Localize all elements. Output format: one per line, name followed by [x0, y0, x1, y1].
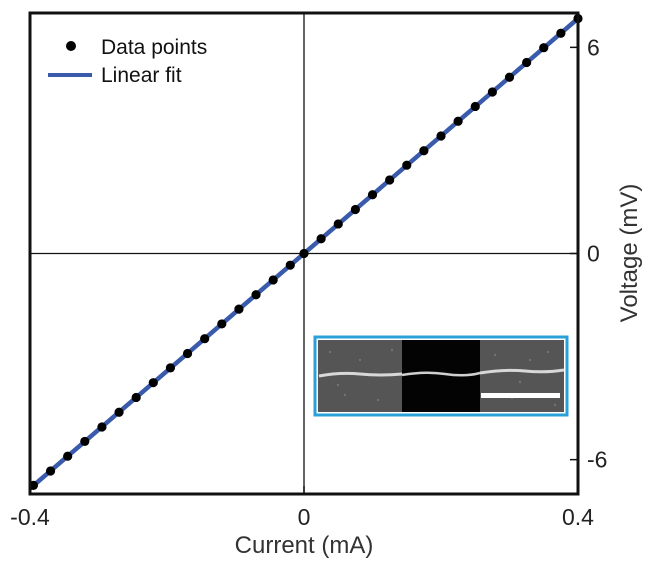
y-axis-ticks: 6 0 -6 — [570, 34, 607, 473]
legend: Data points Linear fit — [48, 36, 207, 87]
x-axis-label: Current (mA) — [235, 532, 374, 559]
data-points-layer — [28, 13, 583, 491]
data-point — [522, 57, 532, 68]
x-tick-label: -0.4 — [10, 504, 50, 530]
data-point — [182, 348, 193, 359]
data-point — [350, 204, 360, 215]
y-axis-label: Voltage (mV) — [616, 184, 643, 323]
inset-wire-gap — [401, 371, 481, 377]
data-point — [436, 131, 446, 141]
y-tick-label: 0 — [587, 241, 600, 267]
data-point — [63, 451, 73, 461]
data-point — [217, 319, 227, 329]
data-point — [234, 304, 244, 314]
data-point — [385, 175, 395, 185]
x-axis-ticks: -0.4 0 0.4 — [10, 486, 594, 530]
data-point — [251, 290, 261, 300]
data-point — [165, 363, 176, 373]
x-tick-label: 0 — [298, 504, 311, 530]
data-point — [556, 28, 566, 38]
data-point — [80, 436, 90, 447]
data-point — [316, 234, 326, 244]
data-point — [114, 407, 124, 417]
data-point — [487, 87, 497, 97]
data-point — [333, 219, 343, 229]
inset-wire-left — [318, 371, 403, 378]
data-point — [419, 146, 429, 156]
data-point — [470, 101, 480, 112]
data-point — [45, 466, 56, 476]
data-point — [402, 160, 412, 170]
data-point — [268, 275, 278, 285]
inset-right-pad — [480, 340, 564, 412]
inset-micrograph — [313, 335, 569, 417]
data-point — [367, 190, 378, 200]
data-point — [504, 72, 515, 82]
data-point — [285, 260, 295, 270]
data-point — [299, 248, 309, 259]
inset-wire-right — [479, 368, 565, 375]
inset-texture — [328, 348, 557, 407]
y-tick-label: 6 — [587, 34, 600, 60]
legend-label-data-points: Data points — [101, 36, 207, 59]
y-tick-label: -6 — [587, 447, 607, 473]
x-tick-label: 0.4 — [562, 504, 594, 530]
inset-scale-bar — [481, 393, 560, 398]
legend-marker-data-points — [66, 41, 76, 51]
data-point — [148, 378, 158, 388]
data-point — [131, 392, 141, 403]
data-point — [200, 334, 210, 344]
data-point — [539, 43, 549, 53]
legend-label-linear-fit: Linear fit — [101, 64, 182, 87]
data-point — [97, 422, 107, 432]
data-point — [453, 116, 463, 126]
